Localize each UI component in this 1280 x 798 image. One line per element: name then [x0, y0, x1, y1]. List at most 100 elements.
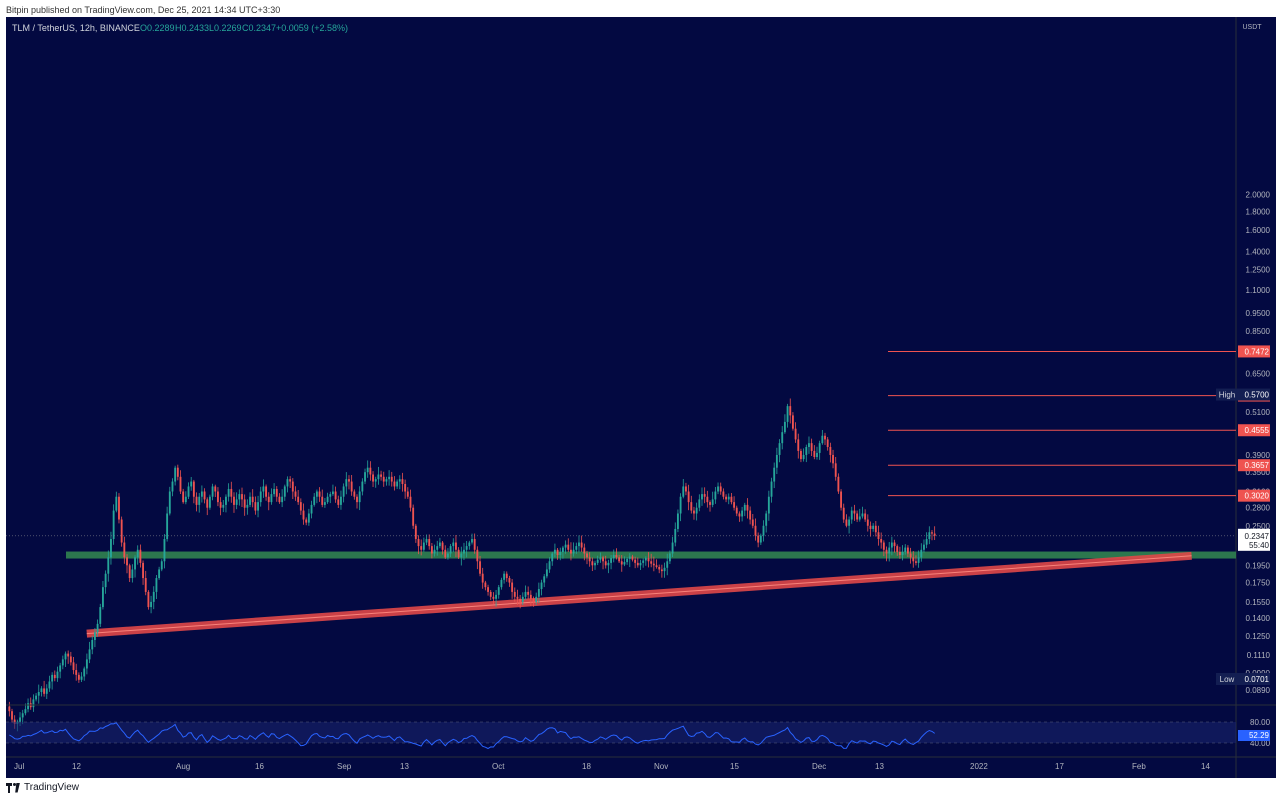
candle-body	[59, 665, 62, 672]
candle	[147, 590, 150, 610]
tradingview-logo[interactable]: TradingView	[6, 782, 79, 793]
candle-body	[192, 481, 195, 497]
candle-body	[511, 582, 514, 592]
candle-body	[893, 542, 896, 547]
candle-body	[91, 639, 94, 650]
candle	[452, 538, 455, 553]
candle	[433, 544, 436, 557]
resistance-label-bg	[1238, 345, 1270, 358]
time-axis[interactable]: Jul 12 Aug 16 Sep 13 Oct 18 Nov 15 Dec 13 2022 17 Feb 1…	[6, 756, 1276, 771]
candle	[735, 505, 738, 517]
candle	[639, 559, 642, 570]
candle	[150, 595, 153, 614]
candle	[652, 556, 655, 572]
candle	[877, 525, 880, 546]
candle	[259, 486, 262, 507]
candle	[882, 540, 885, 557]
candle	[545, 563, 548, 579]
candle	[586, 550, 588, 565]
candle	[56, 666, 59, 682]
candle-body	[719, 486, 722, 492]
candle	[762, 520, 765, 542]
candle	[893, 539, 896, 553]
candle-body	[765, 513, 768, 526]
candle	[155, 575, 158, 599]
candle	[717, 482, 719, 495]
candle	[238, 489, 241, 506]
candle	[722, 488, 725, 500]
rsi-level-label: 80.00	[1250, 718, 1271, 727]
time-tick-label: 12	[72, 762, 81, 771]
candle	[190, 476, 193, 491]
candle	[168, 486, 171, 516]
candle-body	[586, 553, 588, 558]
candle	[476, 546, 479, 570]
candle-body	[866, 519, 869, 526]
price-tick-label: 0.2800	[1246, 504, 1271, 513]
candle-body	[824, 435, 826, 440]
candle	[225, 494, 227, 513]
candle	[505, 571, 508, 582]
price-chart[interactable]: 2.0000 1.8000 1.6000 1.4000 1.2500 1.1000 0.95…	[6, 17, 1276, 778]
candle-body	[840, 491, 842, 508]
time-tick-label: 13	[400, 762, 409, 771]
candle	[631, 554, 634, 562]
candle	[69, 651, 72, 666]
candle-body	[874, 525, 877, 533]
candle	[596, 555, 599, 566]
candle-body	[302, 510, 305, 520]
candle	[655, 559, 658, 569]
candle	[166, 506, 169, 542]
candle-body	[797, 439, 800, 451]
candle	[853, 504, 856, 521]
candle	[650, 553, 653, 568]
candle-body	[112, 510, 115, 540]
candle	[342, 483, 345, 503]
candle-body	[591, 561, 594, 566]
candle-body	[241, 494, 243, 500]
candle	[487, 584, 489, 596]
candle-body	[805, 446, 808, 455]
candle-body	[933, 533, 936, 536]
candle	[658, 564, 661, 574]
candle	[390, 471, 393, 487]
candle-body	[340, 496, 342, 505]
candle-body	[535, 596, 538, 602]
candle-body	[289, 479, 292, 482]
candle-body	[176, 467, 179, 477]
candle	[414, 523, 417, 543]
candle-body	[331, 491, 334, 495]
candle-body	[251, 496, 254, 503]
candle-body	[353, 491, 356, 497]
candle	[759, 533, 762, 545]
candle-body	[882, 542, 885, 550]
ohlc-open: O0.2289	[140, 23, 175, 33]
candle	[551, 551, 554, 566]
price-tick-label: 0.2500	[1246, 522, 1271, 531]
countdown-label: 55:40	[1249, 541, 1270, 550]
trendline[interactable]	[86, 551, 1192, 638]
chart-pane[interactable]: 2.0000 1.8000 1.6000 1.4000 1.2500 1.1000 0.95…	[6, 17, 1276, 778]
candle	[810, 438, 813, 457]
candle	[302, 503, 305, 525]
candle	[353, 489, 356, 500]
candle	[874, 520, 877, 537]
candle-body	[254, 502, 257, 511]
candle	[808, 436, 810, 454]
candle-body	[845, 519, 848, 526]
candle	[449, 543, 452, 558]
candle	[594, 560, 596, 570]
candle-body	[529, 594, 532, 599]
candle	[765, 510, 768, 533]
candle	[286, 476, 289, 493]
candle	[112, 504, 115, 545]
candle	[96, 619, 99, 637]
candle	[580, 535, 583, 552]
candle	[40, 686, 43, 697]
candle-body	[687, 491, 690, 503]
candle	[481, 567, 484, 589]
candle-body	[620, 561, 623, 565]
price-tick-label: 0.1110	[1247, 651, 1271, 660]
